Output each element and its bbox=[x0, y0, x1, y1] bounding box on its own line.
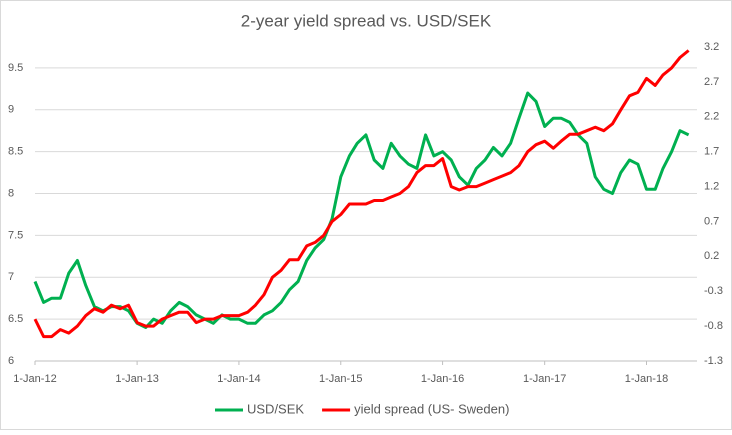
y-tick-label: 8 bbox=[8, 187, 14, 199]
y2-tick-label: 1.2 bbox=[704, 180, 719, 192]
x-tick-label: 1-Jan-17 bbox=[523, 373, 566, 385]
y2-tick-label: 1.7 bbox=[704, 146, 719, 158]
x-tick-label: 1-Jan-14 bbox=[217, 373, 260, 385]
y2-tick-label: -0.8 bbox=[704, 320, 723, 332]
y-tick-label: 7.5 bbox=[8, 229, 23, 241]
y2-tick-label: 2.7 bbox=[704, 76, 719, 88]
x-tick-label: 1-Jan-16 bbox=[421, 373, 464, 385]
y2-tick-label: 0.2 bbox=[704, 250, 719, 262]
x-tick-label: 1-Jan-18 bbox=[625, 373, 668, 385]
y2-tick-label: -1.3 bbox=[704, 355, 723, 367]
x-tick-label: 1-Jan-15 bbox=[319, 373, 362, 385]
y2-tick-label: 3.2 bbox=[704, 41, 719, 53]
y-tick-label: 6.5 bbox=[8, 313, 23, 325]
y-tick-label: 8.5 bbox=[8, 146, 23, 158]
legend-label: yield spread (US- Sweden) bbox=[354, 401, 509, 416]
series-line bbox=[33, 49, 690, 339]
x-tick-label: 1-Jan-13 bbox=[115, 373, 158, 385]
chart-title: 2-year yield spread vs. USD/SEK bbox=[241, 11, 492, 30]
y-tick-label: 9.5 bbox=[8, 62, 23, 74]
y-tick-label: 9 bbox=[8, 104, 14, 116]
x-tick-label: 1-Jan-12 bbox=[13, 373, 56, 385]
y2-tick-label: -0.3 bbox=[704, 285, 723, 297]
y-tick-label: 7 bbox=[8, 271, 14, 283]
legend-label: USD/SEK bbox=[247, 401, 304, 416]
y-tick-label: 6 bbox=[8, 355, 14, 367]
y2-tick-label: 0.7 bbox=[704, 215, 719, 227]
y2-tick-label: 2.2 bbox=[704, 111, 719, 123]
